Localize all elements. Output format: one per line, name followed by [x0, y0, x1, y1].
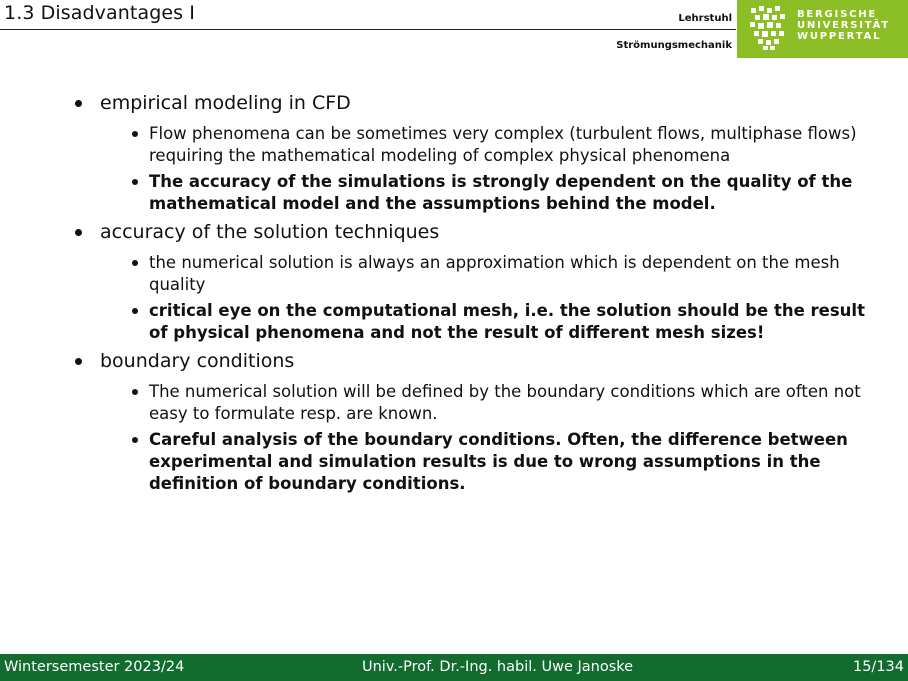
- sub-bullet-item-emphasis: critical eye on the computational mesh, …: [132, 300, 869, 344]
- bullet-list: empirical modeling in CFD Flow phenomena…: [0, 90, 908, 499]
- bullet-group: boundary conditions The numerical soluti…: [0, 348, 908, 495]
- university-name-line: WUPPERTAL: [797, 31, 882, 42]
- sub-bullet-item-emphasis: Careful analysis of the boundary conditi…: [132, 429, 869, 495]
- university-logo: BERGISCHE UNIVERSITÄT WUPPERTAL: [737, 0, 908, 58]
- university-name: BERGISCHE UNIVERSITÄT WUPPERTAL: [797, 9, 890, 42]
- university-emblem-icon: [750, 6, 785, 50]
- slide-header: 1.3 Disadvantages I Lehrstuhl Strömungsm…: [0, 0, 908, 60]
- slide-footer: Wintersemester 2023/24 Univ.-Prof. Dr.-I…: [0, 654, 908, 681]
- header-divider: [0, 29, 736, 30]
- bullet-group: accuracy of the solution techniques the …: [0, 219, 908, 344]
- bullet-item: empirical modeling in CFD: [75, 90, 880, 117]
- university-name-line: UNIVERSITÄT: [797, 20, 891, 31]
- sub-bullet-item: The numerical solution will be defined b…: [132, 381, 869, 425]
- footer-author: Univ.-Prof. Dr.-Ing. habil. Uwe Janoske: [362, 659, 634, 675]
- chair-label: Lehrstuhl: [678, 13, 732, 24]
- chair-name: Strömungsmechanik: [616, 40, 732, 51]
- bullet-group: empirical modeling in CFD Flow phenomena…: [0, 90, 908, 215]
- sub-bullet-item-emphasis: The accuracy of the simulations is stron…: [132, 171, 869, 215]
- bullet-item: boundary conditions: [75, 348, 880, 375]
- sub-bullet-item: the numerical solution is always an appr…: [132, 252, 869, 296]
- footer-page-number: 15/134: [852, 659, 904, 675]
- footer-semester: Wintersemester 2023/24: [4, 659, 185, 675]
- sub-bullet-item: Flow phenomena can be sometimes very com…: [132, 123, 869, 167]
- university-name-line: BERGISCHE: [797, 9, 878, 20]
- slide-title: 1.3 Disadvantages I: [4, 2, 195, 24]
- bullet-item: accuracy of the solution techniques: [75, 219, 880, 246]
